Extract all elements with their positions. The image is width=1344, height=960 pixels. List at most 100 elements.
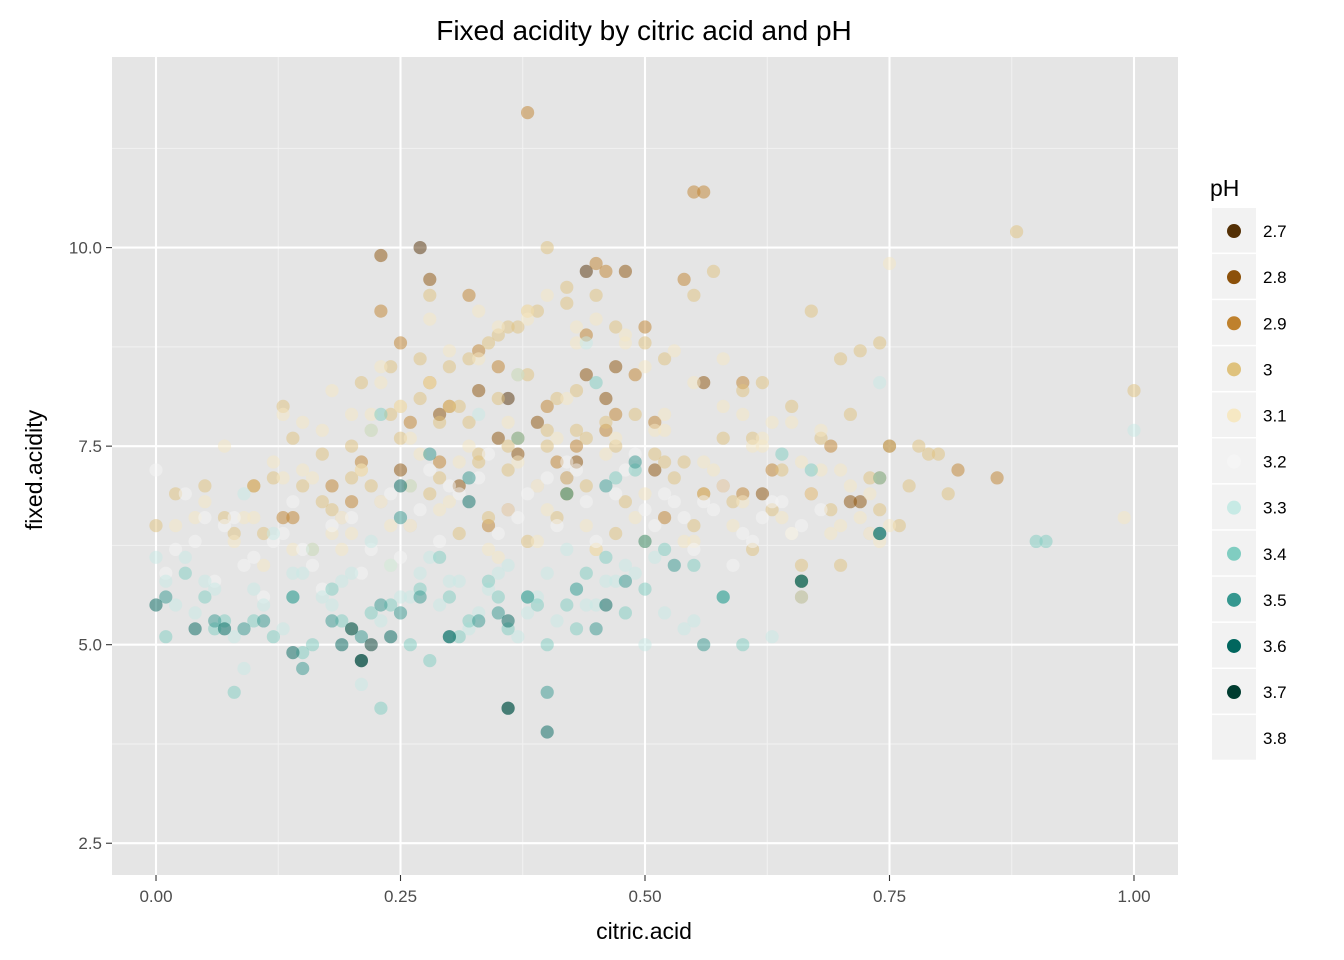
data-point bbox=[481, 336, 496, 350]
legend-swatch bbox=[1227, 592, 1241, 607]
data-point bbox=[569, 622, 584, 636]
data-point bbox=[882, 256, 897, 271]
data-point bbox=[755, 376, 770, 390]
data-point bbox=[990, 471, 1004, 485]
data-point bbox=[550, 431, 564, 445]
data-point bbox=[501, 463, 515, 477]
data-point bbox=[834, 352, 848, 366]
data-point bbox=[501, 503, 515, 517]
data-point bbox=[609, 431, 623, 445]
data-point bbox=[609, 574, 623, 588]
data-point bbox=[442, 360, 456, 374]
data-point bbox=[736, 407, 750, 421]
data-point bbox=[413, 391, 427, 406]
data-point bbox=[276, 471, 290, 485]
x-tick-label: 0.00 bbox=[139, 887, 172, 906]
data-point bbox=[384, 519, 398, 533]
data-point bbox=[530, 304, 545, 318]
data-point bbox=[755, 431, 770, 445]
data-point bbox=[305, 542, 320, 557]
data-point bbox=[188, 622, 202, 636]
data-point bbox=[834, 558, 848, 572]
data-point bbox=[462, 614, 476, 628]
data-point bbox=[755, 487, 770, 501]
data-point bbox=[169, 487, 183, 501]
data-point bbox=[384, 558, 398, 572]
data-point bbox=[335, 638, 349, 652]
data-point bbox=[1117, 510, 1131, 525]
data-point bbox=[159, 590, 173, 604]
data-point bbox=[296, 542, 310, 557]
data-point bbox=[863, 487, 877, 501]
data-point bbox=[599, 264, 613, 278]
data-point bbox=[1010, 225, 1024, 239]
axes: 0.00 0.25 0.50 0.75 1.00 2.5 5.0 7.5 10.0 bbox=[69, 239, 1151, 906]
data-point bbox=[364, 534, 378, 549]
data-point bbox=[433, 455, 447, 469]
data-point bbox=[169, 542, 183, 557]
legend-label: 3.3 bbox=[1263, 499, 1287, 518]
data-point bbox=[648, 447, 662, 461]
data-point bbox=[462, 415, 476, 429]
data-point bbox=[413, 447, 427, 461]
data-point bbox=[325, 582, 339, 596]
data-point bbox=[511, 510, 525, 525]
data-point bbox=[266, 455, 280, 469]
data-point bbox=[540, 471, 554, 485]
data-point bbox=[540, 439, 554, 453]
data-point bbox=[257, 614, 271, 628]
data-point bbox=[296, 479, 310, 493]
data-point bbox=[628, 368, 642, 382]
legend-swatch bbox=[1227, 454, 1241, 469]
data-point bbox=[217, 439, 232, 453]
data-point bbox=[521, 590, 535, 604]
data-point bbox=[413, 352, 427, 366]
data-point bbox=[345, 439, 359, 453]
data-point bbox=[706, 503, 721, 517]
data-point bbox=[374, 614, 388, 628]
y-tick-label: 5.0 bbox=[78, 636, 102, 655]
data-point bbox=[648, 550, 662, 564]
data-point bbox=[775, 463, 789, 477]
data-point bbox=[198, 479, 212, 493]
data-point bbox=[462, 439, 476, 453]
data-point bbox=[178, 487, 192, 501]
data-point bbox=[794, 519, 809, 533]
data-point bbox=[579, 336, 593, 350]
data-point bbox=[677, 534, 691, 549]
data-point bbox=[697, 495, 711, 509]
data-point bbox=[824, 526, 838, 541]
data-point bbox=[393, 606, 408, 620]
data-point bbox=[169, 598, 183, 612]
data-point bbox=[462, 495, 476, 509]
data-point bbox=[472, 384, 486, 398]
data-point bbox=[863, 471, 877, 485]
data-point bbox=[569, 582, 584, 596]
legend-label: 3.7 bbox=[1263, 683, 1287, 702]
data-point bbox=[560, 280, 574, 294]
data-point bbox=[393, 590, 408, 604]
data-point bbox=[266, 630, 280, 644]
data-point bbox=[658, 407, 672, 421]
data-point bbox=[814, 463, 828, 477]
data-point bbox=[765, 630, 779, 644]
data-point bbox=[638, 503, 652, 517]
data-point bbox=[579, 495, 593, 509]
data-point bbox=[814, 423, 828, 437]
data-point bbox=[648, 463, 662, 477]
data-point bbox=[227, 534, 241, 549]
data-point bbox=[521, 368, 535, 382]
data-point bbox=[335, 614, 349, 628]
data-point bbox=[569, 463, 584, 477]
data-point bbox=[481, 510, 496, 525]
data-point bbox=[550, 455, 564, 469]
data-point bbox=[393, 463, 408, 477]
x-tick-label: 1.00 bbox=[1117, 887, 1150, 906]
data-point bbox=[276, 407, 290, 421]
data-point bbox=[843, 479, 858, 493]
data-point bbox=[824, 503, 838, 517]
data-point bbox=[296, 415, 310, 429]
data-point bbox=[247, 614, 261, 628]
data-point bbox=[589, 598, 603, 612]
